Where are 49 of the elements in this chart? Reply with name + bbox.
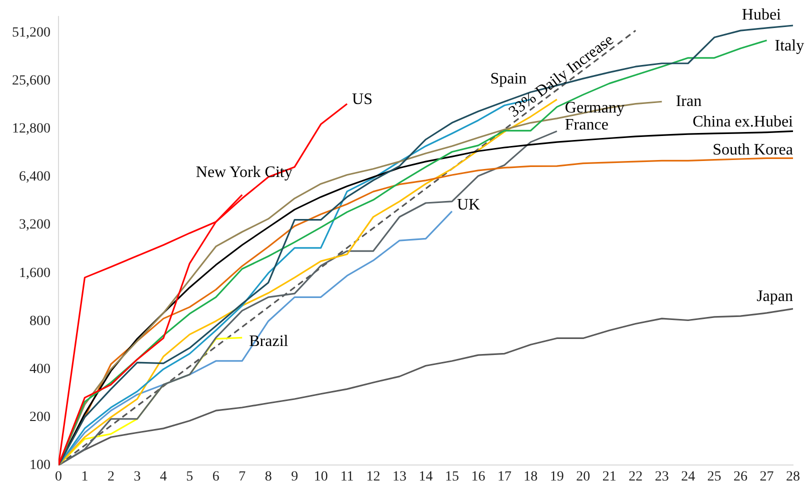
series-label: South Korea [712,141,793,158]
y-tick-label: 1,600 [19,266,50,281]
y-tick-label: 6,400 [19,170,50,185]
x-tick-label: 17 [497,469,512,484]
series-label: Japan [756,288,793,306]
x-tick-label: 28 [786,469,800,484]
x-tick-label: 27 [760,469,774,484]
x-tick-label: 5 [186,469,194,484]
y-tick-label: 3,200 [19,218,50,233]
series-label: Spain [490,70,527,88]
y-tick-label: 51,200 [12,26,50,41]
x-tick-label: 3 [134,469,141,484]
x-tick-label: 10 [314,469,328,484]
x-tick-label: 24 [681,469,696,484]
x-tick-label: 4 [160,469,167,484]
x-tick-label: 20 [576,469,590,484]
x-tick-label: 6 [212,469,220,484]
x-tick-label: 19 [550,469,564,484]
x-tick-label: 22 [628,469,643,484]
x-tick-label: 13 [392,469,407,484]
x-tick-label: 12 [366,469,380,484]
x-tick-label: 14 [418,469,433,484]
y-tick-label: 200 [30,410,50,425]
x-tick-label: 18 [524,469,538,484]
x-tick-label: 7 [238,469,246,484]
y-tick-label: 12,800 [12,122,50,137]
series-label: US [352,91,373,108]
series-label: UK [456,196,481,214]
series-label: China ex.Hubei [692,113,794,130]
series-label: France [564,116,608,134]
series-label: Iran [676,92,702,110]
y-tick-label: 100 [30,458,50,473]
x-tick-label: 9 [291,469,298,484]
series-label: Italy [774,38,804,55]
y-tick-label: 25,600 [12,74,50,89]
x-tick-label: 2 [107,469,114,484]
x-tick-label: 21 [602,469,616,484]
x-tick-label: 8 [264,469,272,484]
x-tick-label: 0 [55,469,62,484]
x-tick-label: 23 [654,469,669,484]
x-tick-label: 16 [471,469,486,484]
x-tick-label: 1 [81,469,88,484]
x-tick-label: 25 [707,469,722,484]
x-tick-label: 11 [340,469,354,484]
x-tick-label: 15 [444,469,459,484]
y-tick-label: 800 [30,314,50,329]
series-label: Hubei [742,6,782,24]
x-tick-label: 26 [734,469,748,484]
y-tick-label: 400 [30,362,50,377]
